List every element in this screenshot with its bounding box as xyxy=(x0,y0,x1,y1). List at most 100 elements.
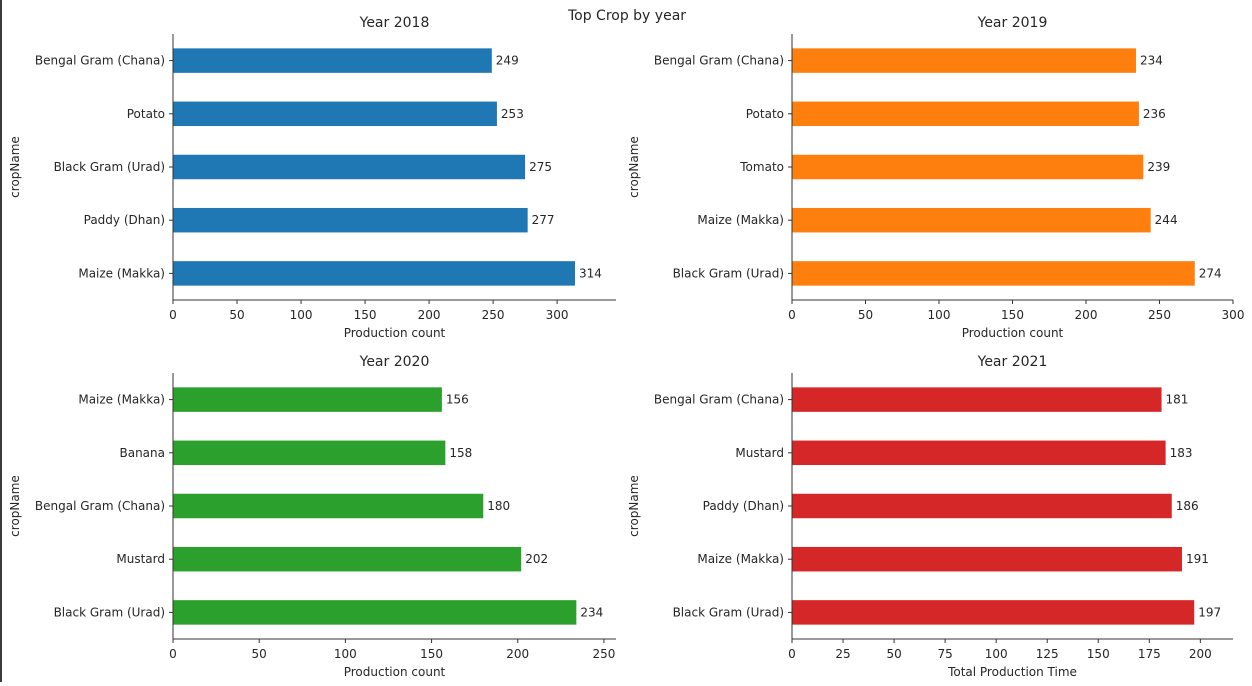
x-tick-label: 150 xyxy=(1087,647,1110,661)
window-left-border xyxy=(0,0,2,682)
bar xyxy=(173,154,526,180)
y-tick-label: Maize (Makka) xyxy=(78,266,165,280)
bar xyxy=(792,493,1172,519)
bar xyxy=(173,207,528,233)
x-tick-label: 200 xyxy=(418,308,441,322)
bar xyxy=(792,600,1195,625)
x-axis-label: Production count xyxy=(344,665,446,679)
data-label: 274 xyxy=(1199,266,1222,280)
bar xyxy=(173,440,446,466)
x-tick-label: 250 xyxy=(1148,308,1171,322)
data-label: 197 xyxy=(1198,605,1221,619)
bar xyxy=(173,600,577,625)
bar xyxy=(792,154,1144,180)
bar xyxy=(792,207,1151,233)
data-label: 249 xyxy=(496,54,519,68)
data-label: 181 xyxy=(1166,393,1189,407)
x-tick-label: 250 xyxy=(482,308,505,322)
x-tick-label: 100 xyxy=(290,308,313,322)
x-tick-label: 25 xyxy=(835,647,850,661)
x-tick-label: 200 xyxy=(1189,647,1212,661)
bar xyxy=(792,546,1182,572)
bar xyxy=(173,261,576,286)
bar xyxy=(792,48,1136,73)
x-tick-label: 100 xyxy=(334,647,357,661)
y-tick-label: Black Gram (Urad) xyxy=(54,605,165,619)
bar xyxy=(792,440,1166,466)
data-label: 275 xyxy=(529,160,552,174)
data-label: 202 xyxy=(525,552,548,566)
subplot-title: Year 2021 xyxy=(977,354,1048,370)
subplot-3: Year 2021 181 Bengal Gram (Chana) 183 Mustar… xyxy=(627,354,1233,679)
x-tick-label: 100 xyxy=(985,647,1008,661)
data-label: 239 xyxy=(1147,160,1170,174)
y-tick-label: Potato xyxy=(746,107,784,121)
bar xyxy=(792,101,1139,127)
x-tick-label: 50 xyxy=(229,308,244,322)
data-label: 253 xyxy=(501,107,524,121)
data-label: 156 xyxy=(446,393,469,407)
y-tick-label: Potato xyxy=(127,107,165,121)
x-tick-label: 0 xyxy=(788,308,796,322)
y-tick-label: Paddy (Dhan) xyxy=(703,499,784,513)
x-tick-label: 200 xyxy=(1075,308,1098,322)
y-tick-label: Bengal Gram (Chana) xyxy=(35,499,165,513)
subplot-2: Year 2020 156 Maize (Makka) 158 Banana 180 Ben… xyxy=(8,354,616,679)
bar xyxy=(792,261,1195,286)
x-tick-label: 100 xyxy=(928,308,951,322)
x-axis-label: Total Production Time xyxy=(947,665,1077,679)
x-tick-label: 0 xyxy=(169,647,177,661)
y-tick-label: Black Gram (Urad) xyxy=(54,160,165,174)
x-tick-label: 300 xyxy=(546,308,569,322)
y-tick-label: Banana xyxy=(119,446,165,460)
x-tick-label: 75 xyxy=(937,647,952,661)
data-label: 234 xyxy=(1140,54,1163,68)
subplot-1: Year 2019 234 Bengal Gram (Chana) 236 Potato… xyxy=(627,15,1244,340)
y-tick-label: Bengal Gram (Chana) xyxy=(654,393,784,407)
x-tick-label: 50 xyxy=(252,647,267,661)
x-tick-label: 50 xyxy=(886,647,901,661)
x-axis-label: Production count xyxy=(962,326,1064,340)
y-tick-label: Black Gram (Urad) xyxy=(673,266,784,280)
y-tick-label: Mustard xyxy=(735,446,784,460)
x-tick-label: 150 xyxy=(420,647,443,661)
y-tick-label: Tomato xyxy=(739,160,784,174)
y-axis-label: cropName xyxy=(8,475,22,537)
y-tick-label: Maize (Makka) xyxy=(78,393,165,407)
x-tick-label: 150 xyxy=(354,308,377,322)
data-label: 277 xyxy=(532,213,555,227)
x-tick-label: 150 xyxy=(1001,308,1024,322)
x-tick-label: 0 xyxy=(788,647,796,661)
y-tick-label: Maize (Makka) xyxy=(697,213,784,227)
y-axis-label: cropName xyxy=(627,136,641,198)
data-label: 314 xyxy=(579,266,602,280)
bar xyxy=(173,387,442,412)
bar xyxy=(173,546,522,572)
data-label: 186 xyxy=(1176,499,1199,513)
x-tick-label: 0 xyxy=(169,308,177,322)
data-label: 158 xyxy=(449,446,472,460)
data-label: 234 xyxy=(580,605,603,619)
y-tick-label: Maize (Makka) xyxy=(697,552,784,566)
x-axis-label: Production count xyxy=(344,326,446,340)
x-tick-label: 200 xyxy=(506,647,529,661)
y-axis-label: cropName xyxy=(627,475,641,537)
y-tick-label: Black Gram (Urad) xyxy=(673,605,784,619)
bar xyxy=(173,493,484,519)
subplot-title: Year 2019 xyxy=(977,15,1048,31)
subplot-title: Year 2018 xyxy=(359,15,430,31)
data-label: 180 xyxy=(487,499,510,513)
bar xyxy=(173,101,497,127)
data-label: 236 xyxy=(1143,107,1166,121)
bar xyxy=(173,48,492,73)
subplot-0: Year 2018 249 Bengal Gram (Chana) 253 Potato… xyxy=(8,15,616,340)
y-tick-label: Bengal Gram (Chana) xyxy=(35,54,165,68)
y-tick-label: Paddy (Dhan) xyxy=(84,213,165,227)
subplot-title: Year 2020 xyxy=(359,354,430,370)
figure-title: Top Crop by year xyxy=(567,8,686,24)
x-tick-label: 300 xyxy=(1222,308,1245,322)
y-tick-label: Bengal Gram (Chana) xyxy=(654,54,784,68)
x-tick-label: 175 xyxy=(1138,647,1161,661)
